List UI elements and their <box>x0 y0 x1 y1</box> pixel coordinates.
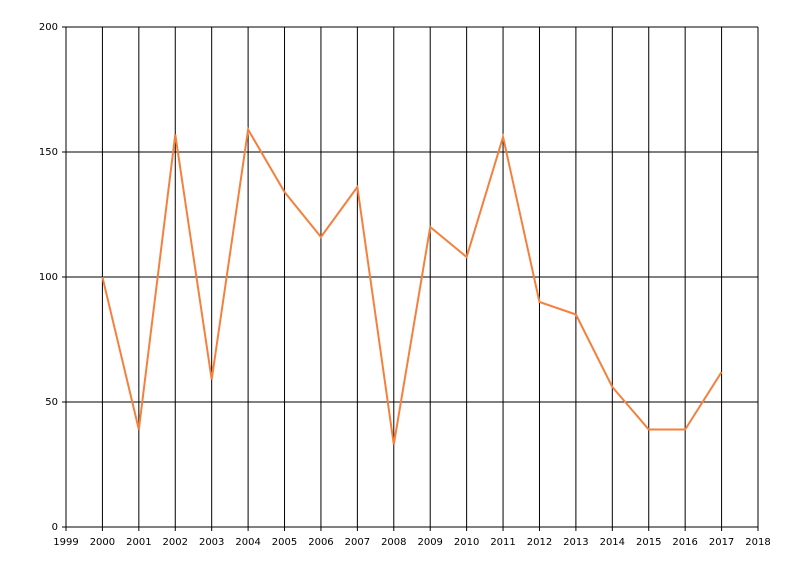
y-tick-label: 50 <box>45 397 58 408</box>
x-tick-label: 2015 <box>636 537 661 548</box>
x-tick-label: 2010 <box>454 537 479 548</box>
x-tick-label: 2014 <box>600 537 625 548</box>
x-tick-label: 2000 <box>90 537 115 548</box>
y-tick-label: 200 <box>39 22 58 33</box>
x-tick-label: 2013 <box>563 537 588 548</box>
x-tick-label: 2003 <box>199 537 224 548</box>
x-tick-label: 2001 <box>126 537 151 548</box>
x-tick-label: 2007 <box>345 537 370 548</box>
y-tick-label: 0 <box>52 522 58 533</box>
x-tick-label: 2017 <box>709 537 734 548</box>
y-tick-label: 150 <box>39 147 58 158</box>
data-line <box>101 126 723 445</box>
x-tick-label: 2002 <box>163 537 188 548</box>
x-tick-label: 2016 <box>672 537 697 548</box>
x-tick-label: 2004 <box>235 537 260 548</box>
x-tick-label: 2006 <box>308 537 333 548</box>
x-tick-label: 2018 <box>745 537 770 548</box>
x-tick-label: 2009 <box>417 537 442 548</box>
y-tick-label: 100 <box>39 272 58 283</box>
x-tick-label: 1999 <box>53 537 78 548</box>
x-tick-label: 2012 <box>527 537 552 548</box>
x-tick-label: 2011 <box>490 537 515 548</box>
x-tick-label: 2005 <box>272 537 297 548</box>
x-tick-label: 2008 <box>381 537 406 548</box>
